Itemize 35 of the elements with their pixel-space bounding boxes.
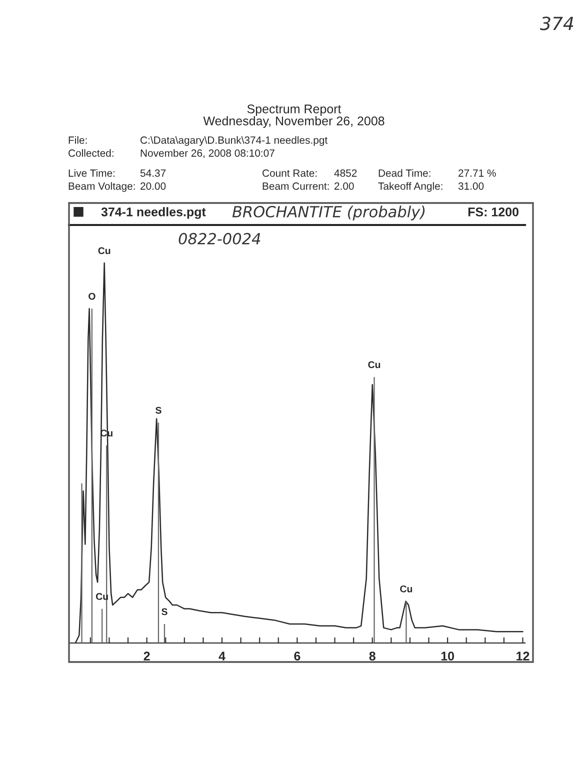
text: Collected: [68,149,114,157]
text: Dead Time: [378,169,430,177]
annotation: S [156,406,162,414]
annotation: Cu [98,247,110,254]
chart-title: Spectrum Report [247,104,342,116]
text: 4852 [334,169,357,177]
text: C:\Data\agary\D.Bunk\374-1 needles.pgt [140,136,328,146]
text: FS: 1200 [468,208,518,216]
text: 54.37 [140,169,166,177]
x-tick-label: 10 [441,652,454,661]
text: 31.00 [458,182,484,190]
legend-label: 374-1 needles.pgt [101,207,206,219]
x-tick-label: 6 [294,652,300,661]
text: 2.00 [334,182,354,190]
text: 374 [540,16,574,30]
text: File: [68,136,87,144]
annotation: S [162,608,168,616]
text: 20.00 [140,182,166,190]
text: 27.71 % [458,169,496,177]
chart-subtitle: Wednesday, November 26, 2008 [203,116,384,128]
text: Beam Current: [262,182,329,190]
annotation: O [88,292,96,300]
text: November 26, 2008 08:10:07 [140,149,274,158]
text: Takeoff Angle: [378,182,442,192]
x-tick-label: 8 [369,652,376,661]
text: Beam Voltage: [68,182,135,192]
x-tick-label: 2 [144,652,150,660]
x-tick-label: 12 [516,652,530,660]
text: 0822-0024 [178,232,260,244]
text: Live Time: [68,169,115,177]
annotation: Cu [400,585,412,592]
text: Count Rate: [262,169,317,177]
text: BROCHANTITE (probably) [232,206,425,220]
annotation: Cu [368,361,380,368]
x-tick-label: 4 [218,652,226,660]
